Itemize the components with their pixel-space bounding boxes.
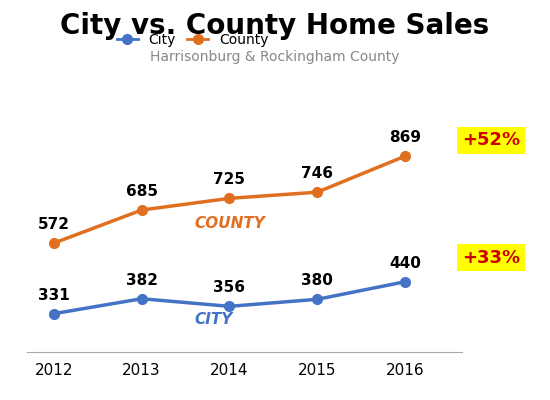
Text: 685: 685 [125,184,158,199]
Text: 380: 380 [301,273,333,288]
Text: COUNTY: COUNTY [194,216,265,231]
Text: 746: 746 [301,166,333,181]
Text: 440: 440 [389,256,421,271]
Text: 572: 572 [38,217,70,232]
Text: +52%: +52% [462,131,520,149]
Text: 382: 382 [125,273,158,288]
Text: +33%: +33% [462,249,520,267]
Text: City vs. County Home Sales: City vs. County Home Sales [60,12,490,40]
Text: CITY: CITY [194,312,233,327]
Text: 725: 725 [213,172,245,187]
Text: 331: 331 [38,288,70,302]
Text: Harrisonburg & Rockingham County: Harrisonburg & Rockingham County [150,50,400,64]
Legend: City, County: City, County [111,28,274,53]
Text: 869: 869 [389,130,421,145]
Text: 356: 356 [213,280,245,295]
